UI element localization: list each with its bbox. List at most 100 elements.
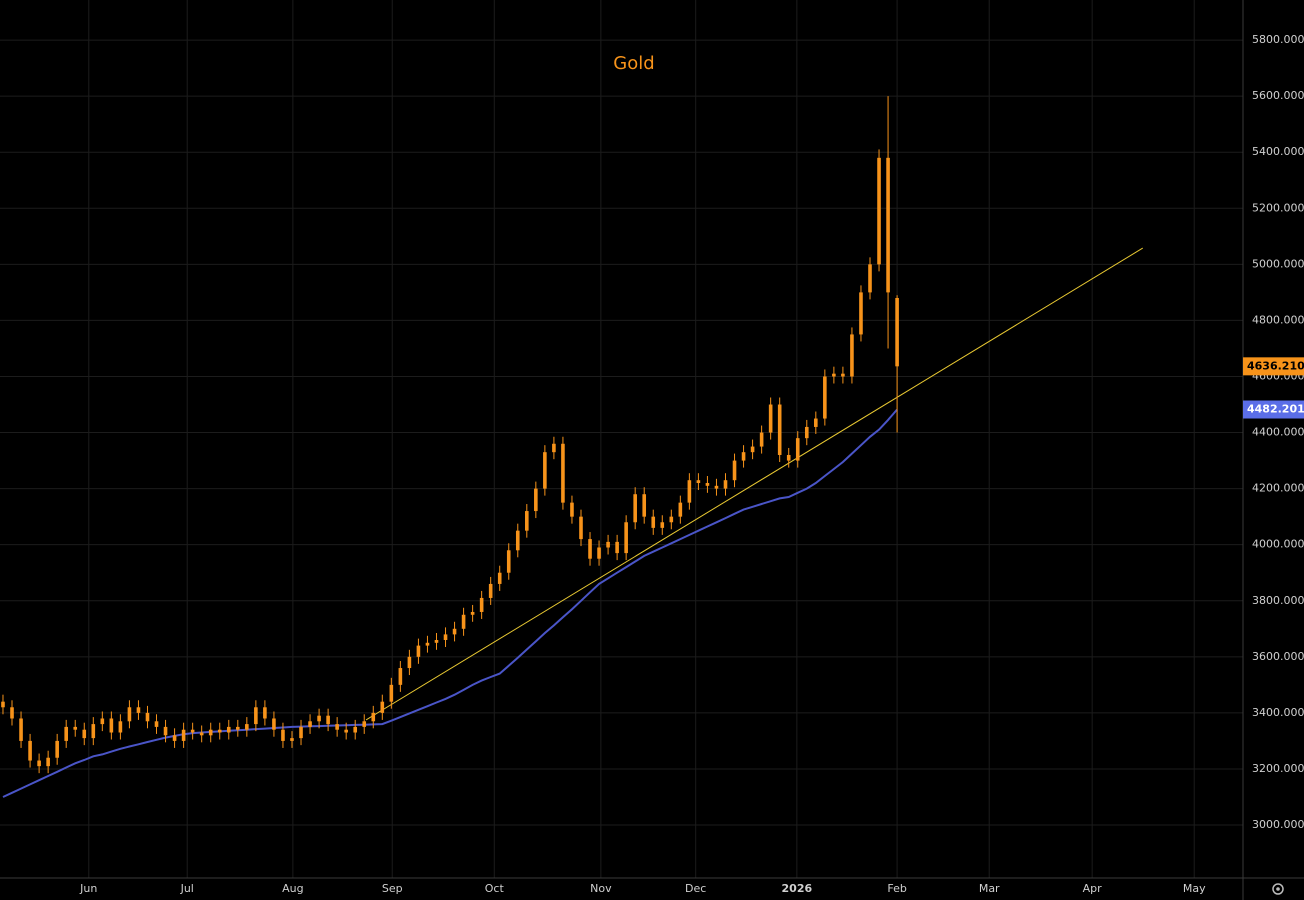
candle-body <box>172 735 177 741</box>
x-tick-label: Jul <box>180 882 194 895</box>
candle-body <box>118 721 123 733</box>
x-tick-label: Aug <box>282 882 303 895</box>
candle-body <box>868 264 872 293</box>
candle-body <box>181 729 186 741</box>
candle-body <box>100 718 105 725</box>
candle-body <box>886 157 890 293</box>
candle-body <box>407 656 412 669</box>
y-tick-label: 4200.0000 <box>1252 482 1304 495</box>
candle-body <box>552 443 556 453</box>
candle-body <box>208 729 213 736</box>
candle-body <box>263 707 267 719</box>
candle-body <box>1 701 5 708</box>
moving-average <box>2 408 898 798</box>
candle-body <box>597 547 601 559</box>
candle-body <box>624 522 628 554</box>
candle-body <box>335 724 339 730</box>
chart-title: Gold <box>613 53 654 74</box>
candle-body <box>877 157 881 265</box>
candle-body <box>534 488 538 512</box>
candle-body <box>443 634 448 640</box>
x-tick-label: Apr <box>1083 882 1103 895</box>
candle-body <box>353 726 358 733</box>
candle-body <box>317 715 321 722</box>
candle-body <box>588 539 592 559</box>
candle-body <box>543 452 547 489</box>
plot-area <box>1 96 1144 798</box>
candle-body <box>786 454 791 461</box>
y-tick-label: 5000.0000 <box>1252 257 1304 270</box>
candle-body <box>64 726 69 741</box>
candle-body <box>479 597 484 612</box>
candle-body <box>281 729 285 741</box>
candle-body <box>46 757 50 767</box>
candle-body <box>434 639 439 643</box>
candle-body <box>795 438 800 461</box>
candle-body <box>841 373 845 377</box>
x-tick-label: 2026 <box>782 882 813 895</box>
x-tick-label: Jun <box>79 882 97 895</box>
candle-body <box>127 707 132 722</box>
candle-body <box>660 522 665 528</box>
y-tick-label: 5600.0000 <box>1252 89 1304 102</box>
last-price-box <box>1243 357 1304 376</box>
candle-body <box>850 334 854 377</box>
candle-body <box>669 516 674 523</box>
candle-body <box>561 443 565 503</box>
candle-body <box>82 729 87 739</box>
candle-body <box>416 645 421 657</box>
candle-body <box>452 628 457 635</box>
candle-body <box>73 726 78 730</box>
axes: 3000.0000 3200.0000 3400.0000 3600.0000 3800… <box>79 33 1304 895</box>
trendline <box>365 247 1144 721</box>
candle-body <box>823 376 827 419</box>
candle-body <box>741 452 746 461</box>
settings-icon[interactable] <box>1272 883 1284 895</box>
y-tick-label: 5200.0000 <box>1252 201 1304 214</box>
candle-body <box>642 494 647 517</box>
candle-body <box>759 432 764 447</box>
candle-body <box>245 724 249 730</box>
ma-price-box <box>1243 400 1304 419</box>
ma-price-label: 4482.2017 <box>1247 403 1304 416</box>
y-tick-label: 3600.0000 <box>1252 650 1304 663</box>
candle-body <box>579 516 583 540</box>
candle-body <box>91 724 96 739</box>
candle-body <box>832 373 836 377</box>
candle-body <box>633 494 637 523</box>
candle-body <box>506 550 511 573</box>
candle-body <box>814 418 818 427</box>
candle-body <box>226 726 231 733</box>
y-tick-label: 5800.0000 <box>1252 33 1304 46</box>
candle-body <box>570 502 574 517</box>
candle-body <box>398 668 403 685</box>
candle-body <box>154 721 159 727</box>
candle-body <box>254 707 258 725</box>
candle-body <box>525 511 529 531</box>
candle-body <box>768 404 773 433</box>
x-tick-label: Sep <box>382 882 403 895</box>
candle-body <box>651 516 656 528</box>
y-tick-label: 4800.0000 <box>1252 313 1304 326</box>
x-tick-label: Oct <box>485 882 505 895</box>
candle-body <box>804 426 809 439</box>
candle-body <box>308 721 312 727</box>
candle-body <box>696 480 701 484</box>
candle-body <box>380 701 385 713</box>
candle-body <box>615 541 619 554</box>
candle-body <box>497 572 502 584</box>
candle-body <box>235 726 240 730</box>
candle-body <box>145 712 150 722</box>
x-tick-label: Mar <box>979 882 1000 895</box>
y-tick-label: 4400.0000 <box>1252 426 1304 439</box>
candle-body <box>895 297 899 367</box>
candle-body <box>777 404 782 455</box>
last-price-label: 4636.2100 <box>1247 359 1304 372</box>
candle-body <box>19 718 23 741</box>
x-tick-label: Nov <box>590 882 612 895</box>
x-tick-label: Feb <box>887 882 906 895</box>
candle-body <box>299 726 303 739</box>
